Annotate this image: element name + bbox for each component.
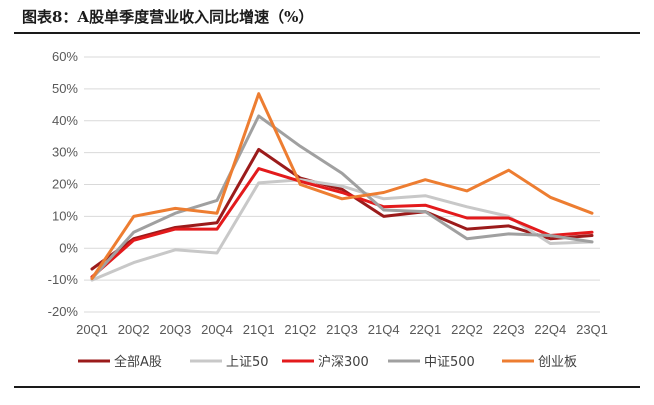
x-tick-label: 20Q4 — [201, 322, 233, 337]
x-tick-label: 20Q3 — [159, 322, 191, 337]
x-tick-label: 20Q2 — [118, 322, 150, 337]
figure-title: 图表8：A股单季度营业收入同比增速（%） — [22, 8, 314, 26]
x-tick-label: 22Q4 — [534, 322, 566, 337]
x-tick-label: 20Q1 — [76, 322, 108, 337]
series-line — [90, 92, 594, 280]
series-line — [90, 114, 594, 280]
y-tick-label: -10% — [48, 272, 79, 287]
series-line — [90, 147, 594, 271]
y-axis-ticks: -20% -10% 0% 10% 20% 30% 40% 50% 60% — [48, 49, 79, 319]
series-line — [90, 167, 594, 279]
x-tick-label: 21Q2 — [284, 322, 316, 337]
legend-label: 上证50 — [226, 355, 269, 370]
y-tick-label: 30% — [52, 145, 78, 160]
legend-label: 全部A股 — [114, 354, 162, 370]
gridlines — [84, 56, 600, 313]
x-tick-label: 22Q3 — [493, 322, 525, 337]
legend-label: 中证500 — [424, 355, 475, 370]
y-tick-label: 10% — [52, 208, 78, 223]
figure-title-bar: 图表8：A股单季度营业收入同比增速（%） — [14, 0, 640, 32]
x-axis-ticks: 20Q1 20Q2 20Q3 20Q4 21Q1 21Q2 21Q3 21Q4 22Q1 22Q2… — [76, 322, 608, 337]
x-tick-label: 21Q1 — [243, 322, 275, 337]
y-tick-label: 20% — [52, 177, 78, 192]
y-tick-label: 40% — [52, 113, 78, 128]
x-tick-label: 21Q3 — [326, 322, 358, 337]
y-tick-label: 60% — [52, 49, 78, 64]
y-tick-label: -20% — [48, 304, 79, 319]
series-line — [90, 178, 594, 282]
x-tick-label: 22Q2 — [451, 322, 483, 337]
legend-label: 沪深300 — [318, 354, 369, 370]
x-tick-label: 23Q1 — [576, 322, 608, 337]
x-tick-label: 21Q4 — [368, 322, 400, 337]
y-tick-label: 50% — [52, 81, 78, 96]
legend: 全部A股 上证50 沪深300 中证500 创业板 — [78, 354, 577, 370]
x-tick-label: 22Q1 — [409, 322, 441, 337]
bottom-rule — [14, 386, 640, 388]
y-tick-label: 0% — [59, 240, 78, 255]
series-lines — [90, 92, 594, 282]
top-rule — [14, 32, 640, 34]
legend-label: 创业板 — [538, 355, 577, 370]
